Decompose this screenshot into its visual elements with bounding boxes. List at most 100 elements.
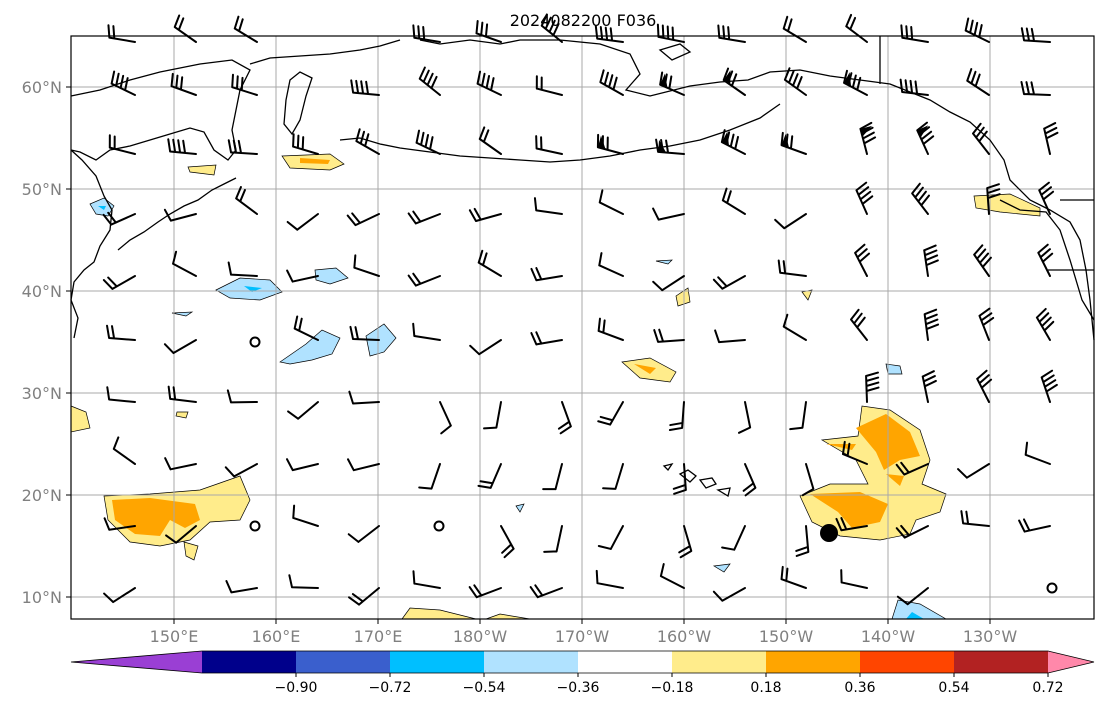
wind-barb (599, 69, 624, 96)
calm-circle-marker (249, 520, 261, 532)
wind-barb (439, 401, 452, 435)
wind-barb (106, 324, 136, 341)
lon-label: 160°W (657, 627, 712, 646)
wind-barb (921, 370, 937, 403)
colorbar-tick-label: −0.90 (275, 680, 318, 696)
wind-barb (911, 182, 930, 215)
wind-barb (418, 463, 441, 490)
wind-barb (529, 584, 563, 599)
wind-barb (972, 122, 990, 155)
wind-barb (655, 138, 685, 155)
wind-barb (292, 504, 319, 527)
lon-label: 150°E (150, 627, 199, 646)
wind-barb (780, 565, 807, 589)
colorbar-bin (954, 651, 1049, 673)
wind-barb (226, 389, 258, 404)
wind-barb (353, 254, 380, 277)
wind-barb (717, 24, 746, 43)
wind-barb (596, 133, 624, 155)
wind-barb (854, 243, 871, 277)
wind-barb (533, 197, 563, 215)
wind-barb (801, 463, 815, 497)
wind-barb (286, 269, 319, 283)
wind-barb (346, 212, 380, 227)
wind-barb (167, 385, 197, 403)
wind-barb (349, 325, 380, 341)
wind-barb (923, 308, 940, 341)
wind-barb (1018, 518, 1051, 533)
wind-barb (112, 436, 136, 465)
wind-barb (900, 24, 929, 43)
colorbar-tick-label: −0.72 (369, 680, 412, 696)
wind-barb (652, 207, 685, 221)
wind-barb (412, 322, 441, 341)
wind-barb (1037, 243, 1054, 277)
wind-barb (172, 250, 197, 277)
wind-barb (163, 339, 197, 355)
colorbar-bin (672, 651, 767, 673)
wind-barb (865, 371, 880, 403)
wind-barb (957, 463, 990, 479)
wind-barb (783, 67, 807, 96)
wind-barb (293, 315, 319, 341)
lon-label: 160°E (252, 627, 301, 646)
colorbar-bin (390, 651, 485, 673)
lon-label: 170°E (354, 627, 403, 646)
wind-barb (659, 71, 685, 96)
wind-barb (535, 75, 563, 96)
wind-barb (164, 457, 197, 471)
wind-barb (782, 15, 807, 43)
wind-barb (598, 189, 624, 215)
wind-barb (542, 463, 563, 491)
wind-barb (227, 261, 258, 277)
colorbar-extend-low (71, 651, 202, 673)
wind-barb (102, 211, 136, 226)
wind-barb (355, 128, 380, 155)
wind-barbs (102, 13, 1059, 606)
wind-barb (595, 569, 624, 589)
wind-barb (170, 72, 197, 96)
wind-barb (976, 369, 993, 403)
lat-label: 10°N (22, 588, 62, 607)
colorbar: −0.90 −0.72 −0.54 −0.36 −0.18 0.18 0.36 0.54 0.7… (70, 650, 1095, 696)
wind-barb-flag (658, 139, 667, 153)
colorbar-tick-label: −0.54 (463, 680, 506, 696)
latitude-labels: 60°N 50°N 40°N 30°N 20°N 10°N (22, 78, 71, 607)
wind-barb (540, 13, 563, 43)
wind-barb (678, 525, 693, 559)
wind-barb (407, 210, 441, 225)
lat-label: 50°N (22, 180, 62, 199)
wind-barb (286, 213, 319, 231)
coastlines (70, 36, 1095, 498)
wind-barb (231, 73, 258, 96)
wind-barb (468, 207, 502, 222)
wind-barb (774, 213, 807, 230)
wind-barb (412, 24, 441, 43)
wind-barb-flag (660, 73, 668, 88)
wind-barb (225, 579, 258, 594)
wind-barb (960, 510, 990, 527)
lat-label: 40°N (22, 282, 62, 301)
wind-barb (415, 129, 441, 155)
wind-barb (478, 126, 502, 155)
wind-barb (780, 131, 807, 155)
wind-barb (347, 525, 380, 543)
colorbar-tick-label: −0.18 (651, 680, 694, 696)
wind-barb (163, 208, 197, 222)
wind-barb (469, 339, 502, 356)
wind-barb (789, 401, 807, 431)
wind-barb (235, 186, 258, 215)
wind-barb (973, 244, 992, 277)
wind-barb (594, 25, 624, 43)
wind-barb (285, 458, 319, 472)
wind-barb (923, 244, 939, 277)
wind-barb (659, 563, 685, 589)
calm-circle-marker (433, 520, 445, 532)
wind-barb (1038, 181, 1055, 215)
lon-label: 170°W (555, 627, 610, 646)
wind-barb (795, 525, 810, 557)
wind-barb (167, 138, 197, 155)
wind-barb (543, 525, 563, 553)
wind-barb (841, 440, 868, 465)
calm-circle-marker (1046, 582, 1058, 594)
